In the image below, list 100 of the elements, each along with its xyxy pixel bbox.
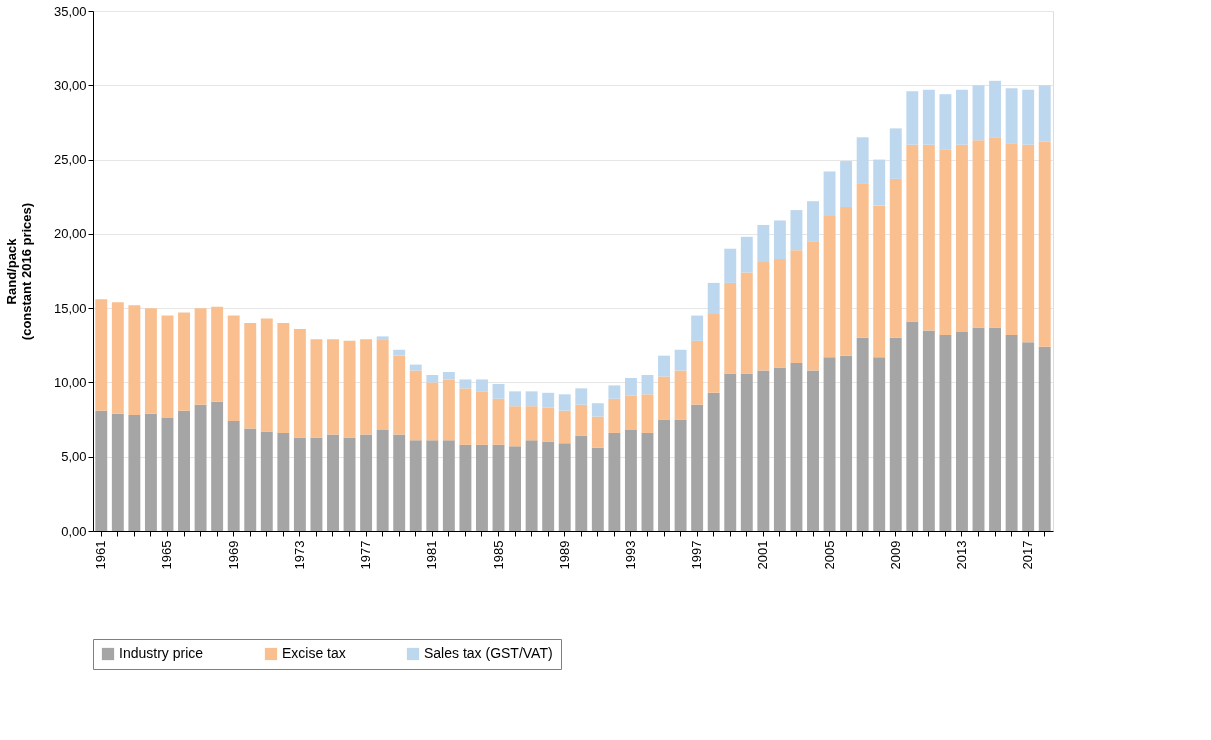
bar	[889, 178, 902, 338]
bar	[575, 404, 588, 436]
bar	[442, 379, 455, 441]
bar	[724, 373, 737, 531]
x-tick-label: 1985	[490, 540, 506, 570]
bar	[591, 416, 604, 448]
bar	[558, 394, 571, 411]
bar	[376, 336, 389, 340]
bar	[608, 432, 621, 531]
bar	[773, 367, 786, 531]
bar	[939, 334, 952, 531]
y-tick-label: 15,00	[53, 300, 87, 316]
bar	[1038, 141, 1051, 347]
bar	[161, 315, 174, 419]
bar	[1022, 89, 1035, 145]
bar	[244, 323, 257, 429]
bar	[293, 328, 306, 438]
bar	[608, 398, 621, 433]
bar	[724, 282, 737, 374]
bar	[972, 327, 985, 531]
bar	[707, 314, 720, 393]
bar	[277, 323, 290, 433]
x-tick-label: 1965	[159, 540, 175, 570]
bar	[244, 428, 257, 531]
bar	[873, 159, 886, 206]
bar	[509, 406, 522, 447]
bar	[1038, 346, 1051, 531]
legend-label: Excise tax	[282, 645, 346, 661]
bar	[227, 421, 240, 531]
bar	[144, 308, 157, 414]
bar	[227, 315, 240, 422]
bar	[310, 437, 323, 531]
bar	[144, 413, 157, 531]
bar	[542, 441, 555, 531]
bar	[972, 85, 985, 141]
x-tick-label: 1969	[225, 540, 241, 570]
bar	[658, 355, 670, 377]
bar	[972, 140, 985, 328]
bar	[476, 391, 488, 445]
bar	[641, 394, 654, 433]
bar	[989, 327, 1002, 531]
bar	[856, 137, 869, 184]
bar	[492, 383, 505, 399]
bar	[790, 363, 803, 531]
bar	[1005, 334, 1018, 531]
bar	[161, 418, 174, 531]
bar	[873, 205, 886, 358]
bar	[707, 282, 720, 315]
bar	[575, 435, 588, 531]
bar	[939, 149, 952, 335]
bar	[525, 406, 538, 441]
bar	[889, 128, 902, 179]
bar	[807, 241, 819, 371]
bar	[624, 377, 637, 396]
bar	[327, 434, 339, 531]
bar	[476, 379, 488, 392]
bar	[492, 444, 505, 531]
bar	[343, 340, 356, 438]
bar	[211, 401, 224, 531]
bar	[823, 216, 836, 358]
y-tick-label: 30,00	[53, 77, 87, 93]
y-tick-label: 5,00	[61, 449, 87, 465]
x-tick-label: 2005	[821, 540, 837, 570]
bar	[889, 337, 902, 531]
bar	[989, 137, 1002, 328]
x-tick-label: 1993	[622, 540, 638, 570]
bar	[1038, 85, 1051, 142]
bar	[558, 410, 571, 444]
y-tick-label: 35,00	[53, 3, 87, 19]
bar	[442, 440, 455, 531]
x-tick-label: 1981	[424, 540, 440, 570]
bar	[591, 403, 604, 417]
bar	[624, 395, 637, 430]
bar	[426, 440, 439, 531]
bar	[641, 432, 654, 531]
bar	[856, 337, 869, 531]
legend-label: Industry price	[119, 645, 204, 661]
bar	[956, 89, 968, 145]
bar	[95, 410, 108, 531]
bar	[906, 91, 919, 145]
x-tick-label: 1997	[689, 540, 705, 570]
x-tick-label: 1961	[93, 540, 109, 570]
bar	[426, 375, 439, 383]
bar	[409, 370, 422, 441]
bar	[1005, 88, 1018, 144]
bar	[277, 432, 290, 531]
bar	[509, 446, 522, 531]
bar	[360, 434, 373, 531]
bar	[608, 385, 621, 399]
x-tick-label: 1973	[291, 540, 307, 570]
bar	[111, 413, 124, 531]
x-tick-label: 2013	[953, 540, 969, 570]
bar	[558, 443, 571, 531]
bar	[260, 318, 273, 432]
legend-label: Sales tax (GST/VAT)	[424, 645, 553, 661]
x-tick-label: 1977	[358, 540, 374, 570]
bar	[807, 370, 819, 531]
bar	[939, 94, 952, 150]
bar	[459, 444, 472, 531]
bar	[128, 305, 141, 416]
